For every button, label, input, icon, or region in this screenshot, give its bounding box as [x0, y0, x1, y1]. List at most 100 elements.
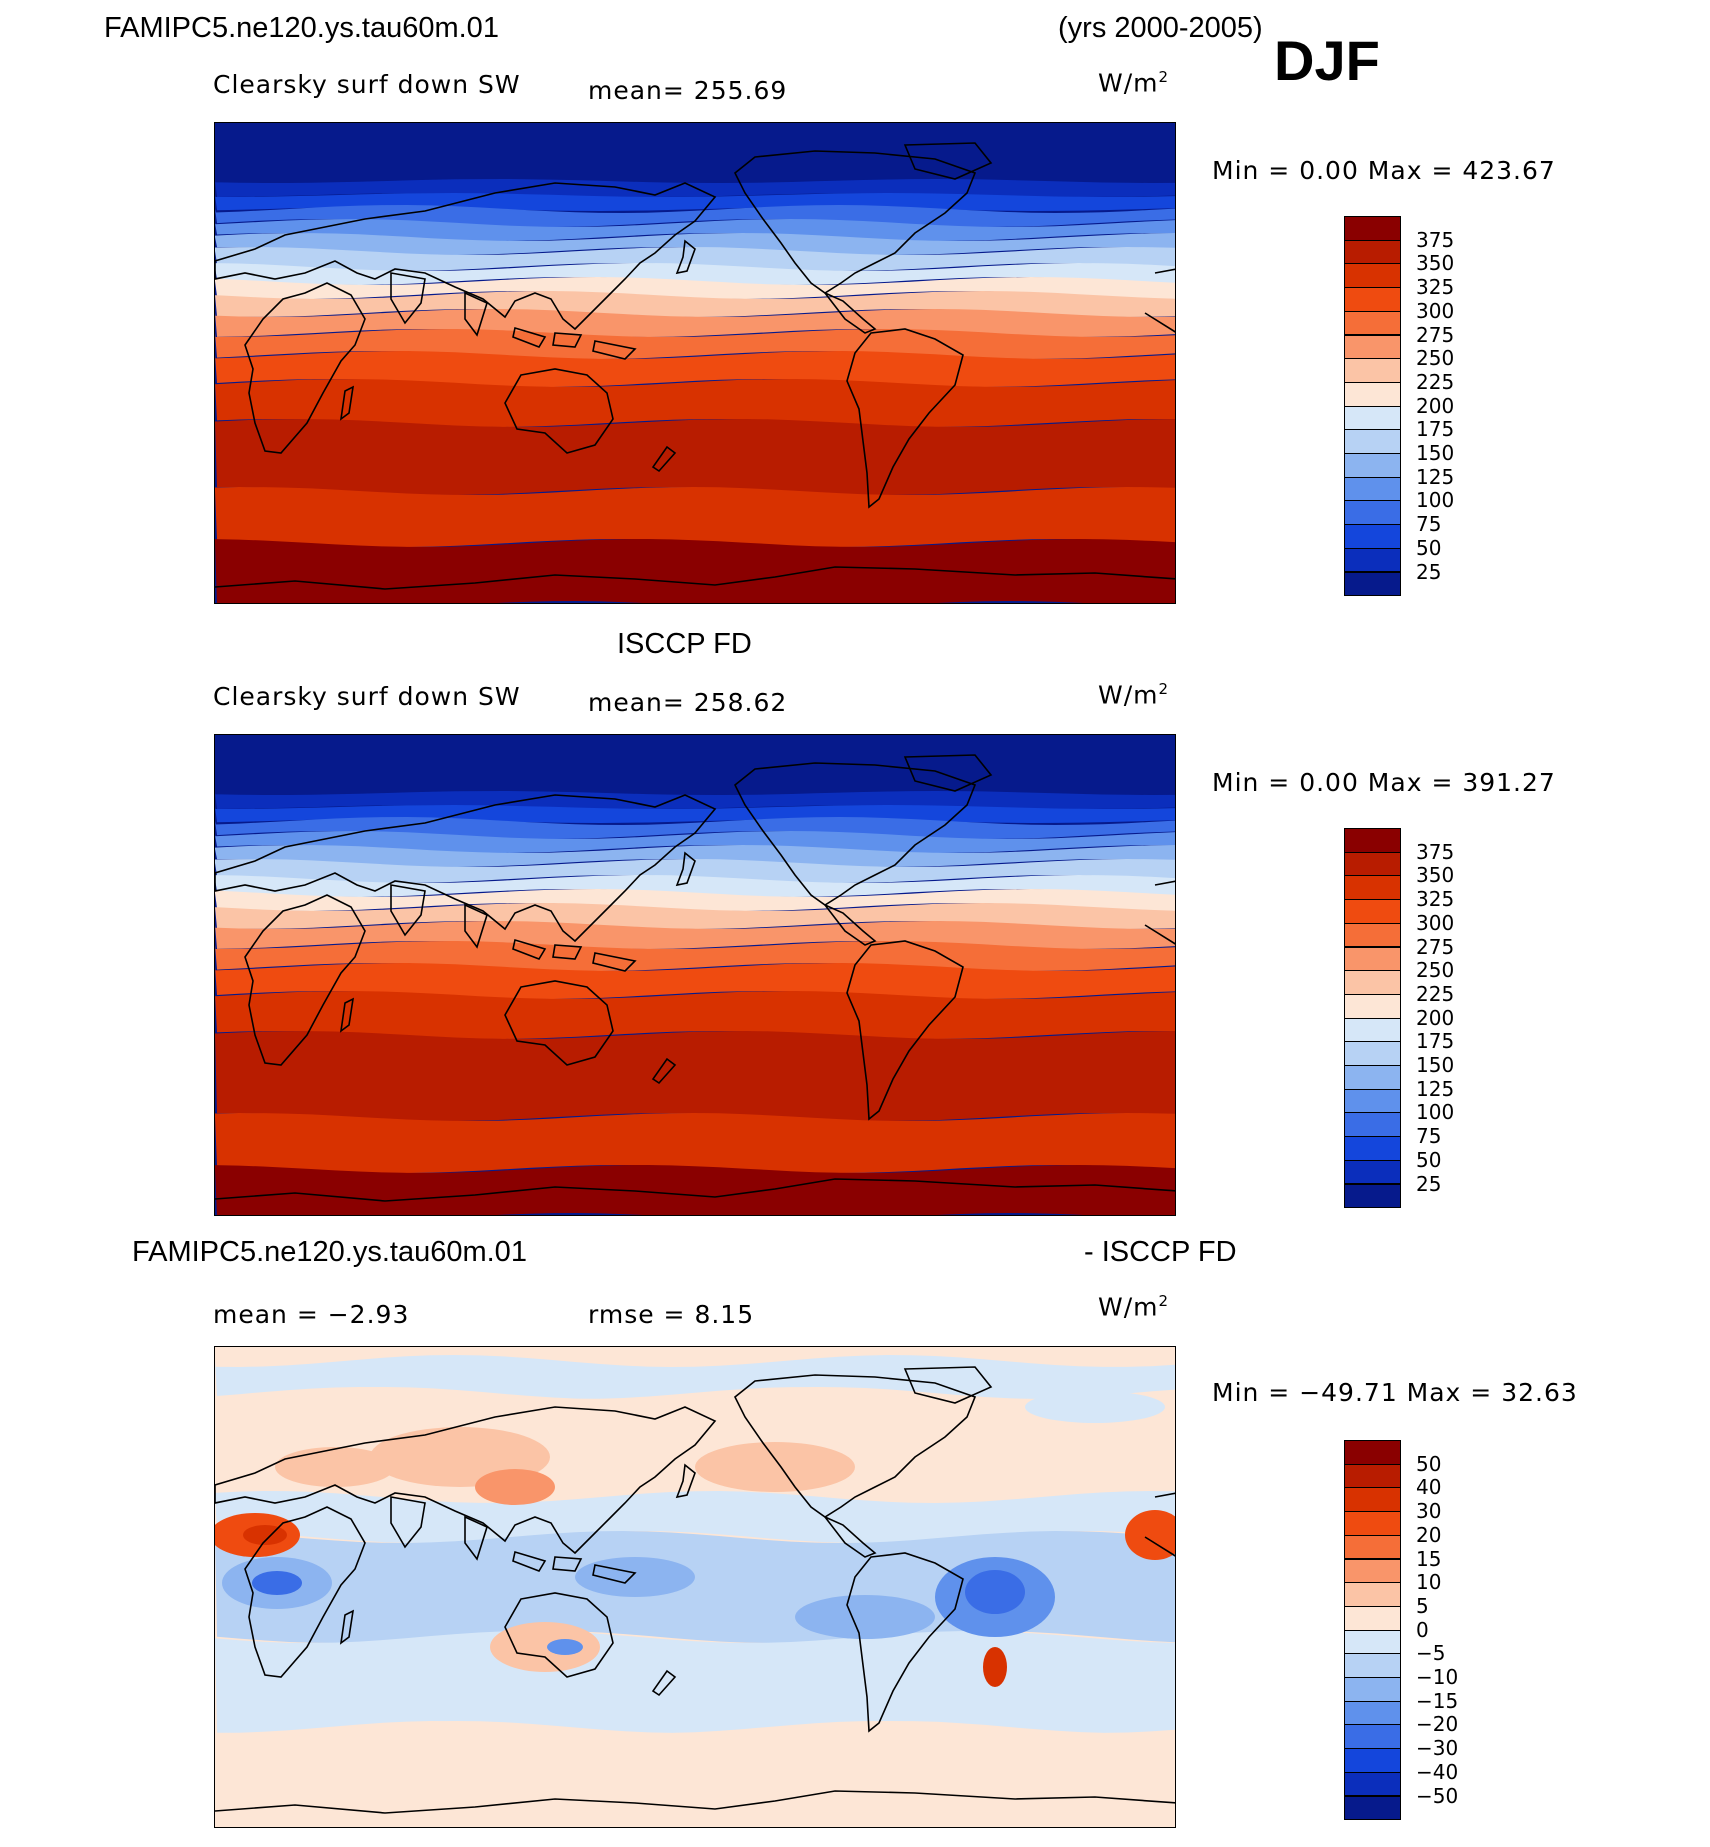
colorbar-swatch	[1344, 287, 1401, 312]
panel3-title-right: - ISCCP FD	[1084, 1236, 1237, 1268]
colorbar-tick-label: 125	[1416, 1076, 1455, 1101]
colorbar-tick-label: 350	[1416, 863, 1455, 888]
colorbar-swatch	[1344, 1558, 1401, 1584]
colorbar-tick-label: 275	[1416, 322, 1455, 347]
map3-bands	[215, 1347, 1175, 1827]
panel2-minmax: Min = 0.00 Max = 391.27	[1212, 768, 1556, 797]
colorbar-swatch	[1344, 358, 1401, 383]
colorbar-tick-label: 75	[1416, 512, 1442, 537]
panel2-units: W/m2	[1098, 680, 1170, 710]
colorbar-swatch	[1344, 875, 1401, 901]
colorbar-swatch	[1344, 571, 1401, 597]
colorbar-tick-label: 200	[1416, 393, 1455, 418]
colorbar-swatch	[1344, 1511, 1401, 1536]
colorbar-swatch	[1344, 1487, 1401, 1513]
colorbar-tick-label: −20	[1416, 1712, 1459, 1737]
colorbar-tick-label: −30	[1416, 1736, 1459, 1761]
colorbar-swatch	[1344, 1017, 1401, 1043]
colorbar-swatch	[1344, 405, 1401, 431]
colorbar-tick-label: 30	[1416, 1499, 1442, 1524]
colorbar-swatch	[1344, 1605, 1401, 1631]
colorbar-tick-label: 25	[1416, 1171, 1442, 1196]
colorbar-swatch	[1344, 1748, 1401, 1773]
colorbar-swatch	[1344, 216, 1401, 241]
colorbar-tick-label: 25	[1416, 559, 1442, 584]
panel1-mean: mean= 255.69	[588, 76, 788, 105]
colorbar-swatch	[1344, 1534, 1401, 1560]
colorbar-tick-label: 20	[1416, 1522, 1442, 1547]
colorbar-swatch	[1344, 547, 1401, 573]
colorbar-swatch	[1344, 1440, 1401, 1465]
colorbar-tick-label: 225	[1416, 981, 1455, 1006]
colorbar-tick-label: 15	[1416, 1546, 1442, 1571]
colorbar-swatch	[1344, 476, 1401, 502]
colorbar-tick-label: 375	[1416, 839, 1455, 864]
colorbar-tick-label: 200	[1416, 1005, 1455, 1030]
colorbar-swatch	[1344, 1795, 1401, 1821]
colorbar-tick-label: 125	[1416, 464, 1455, 489]
model-name-title: FAMIPC5.ne120.ys.tau60m.01	[104, 12, 499, 44]
colorbar-swatch	[1344, 851, 1401, 877]
observation-map	[214, 734, 1176, 1216]
colorbar-tick-label: 300	[1416, 298, 1455, 323]
map3-coastlines	[215, 1366, 1175, 1814]
map1-bands	[215, 123, 1175, 603]
colorbar-swatch	[1344, 828, 1401, 853]
colorbar-swatch	[1344, 922, 1401, 948]
colorbar-swatch	[1344, 1771, 1401, 1797]
colorbar-tick-label: −10	[1416, 1665, 1459, 1689]
colorbar-tick-label: 250	[1416, 346, 1455, 371]
colorbar-swatch	[1344, 1629, 1401, 1655]
colorbar-tick-label: 325	[1416, 887, 1455, 912]
panel2-mean: mean= 258.62	[588, 688, 788, 717]
panel3-rmse: rmse = 8.15	[588, 1300, 755, 1329]
map3-anomalies	[215, 1391, 1175, 1687]
colorbar-tick-label: −5	[1416, 1641, 1446, 1666]
colorbar-swatch	[1344, 524, 1401, 549]
colorbar-tick-label: 275	[1416, 934, 1455, 959]
colorbar-tick-label: 50	[1416, 1147, 1442, 1172]
panel3-title-left: FAMIPC5.ne120.ys.tau60m.01	[132, 1236, 527, 1268]
colorbar-swatch	[1344, 381, 1401, 407]
colorbar-swatch	[1344, 239, 1401, 265]
colorbar-tick-label: 375	[1416, 227, 1455, 252]
colorbar-tick-label: 75	[1416, 1124, 1442, 1149]
panel1-units: W/m2	[1098, 68, 1170, 98]
colorbar-tick-label: 40	[1416, 1475, 1442, 1500]
colorbar-tick-label: 50	[1416, 1451, 1442, 1476]
colorbar-tick-label: 100	[1416, 488, 1455, 513]
colorbar-swatch	[1344, 1463, 1401, 1489]
colorbar-swatch	[1344, 310, 1401, 336]
colorbar-swatch	[1344, 1136, 1401, 1161]
map1-coastlines	[215, 142, 1175, 590]
panel1-field-label: Clearsky surf down SW	[213, 70, 521, 99]
colorbar-swatch	[1344, 993, 1401, 1019]
colorbar-tick-label: 50	[1416, 535, 1442, 560]
colorbar-swatch	[1344, 1183, 1401, 1209]
colorbar-tick-label: 175	[1416, 1029, 1455, 1054]
colorbar-swatch	[1344, 453, 1401, 478]
colorbar-tick-label: 325	[1416, 275, 1455, 300]
panel3-minmax: Min = −49.71 Max = 32.63	[1212, 1378, 1578, 1407]
colorbar-swatch	[1344, 1112, 1401, 1138]
years-label: (yrs 2000-2005)	[1058, 12, 1263, 44]
difference-map	[214, 1346, 1176, 1828]
map2-bands	[215, 735, 1175, 1215]
colorbar-swatch	[1344, 1582, 1401, 1607]
panel2-field-label: Clearsky surf down SW	[213, 682, 521, 711]
model-map	[214, 122, 1176, 604]
colorbar-tick-label: −40	[1416, 1759, 1459, 1784]
colorbar-swatch	[1344, 899, 1401, 924]
colorbar-swatch	[1344, 970, 1401, 995]
colorbar-swatch	[1344, 500, 1401, 526]
colorbar-swatch	[1344, 1088, 1401, 1114]
season-label: DJF	[1274, 29, 1380, 92]
colorbar-tick-label: 300	[1416, 910, 1455, 935]
colorbar-tick-label: 10	[1416, 1570, 1442, 1595]
colorbar-tick-label: −50	[1416, 1783, 1459, 1808]
colorbar-tick-label: 350	[1416, 251, 1455, 276]
colorbar-swatch	[1344, 1700, 1401, 1726]
colorbar-tick-label: 100	[1416, 1100, 1455, 1125]
colorbar-swatch	[1344, 946, 1401, 972]
colorbar-swatch	[1344, 1724, 1401, 1750]
